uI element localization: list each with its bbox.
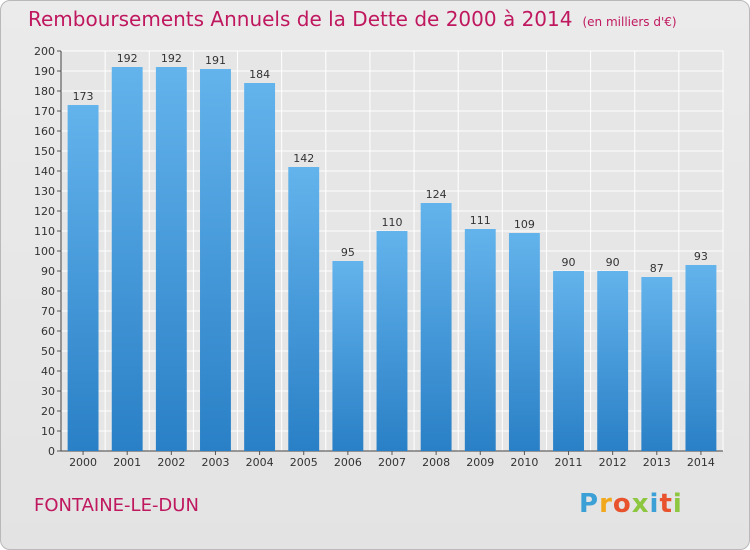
y-tick-label: 110 (34, 225, 55, 238)
bars (67, 67, 717, 451)
x-tick-label-2010: 2010 (510, 456, 538, 469)
bar-2010 (508, 233, 540, 451)
y-tick-label: 180 (34, 85, 55, 98)
bar-2008 (420, 203, 452, 451)
value-label-2007: 110 (382, 216, 403, 229)
bar-2004 (244, 83, 276, 451)
bar-2007 (376, 231, 408, 451)
bar-2006 (332, 261, 364, 451)
logo-letter: i (649, 489, 660, 519)
x-tick-label-2012: 2012 (599, 456, 627, 469)
x-tick-label-2006: 2006 (334, 456, 362, 469)
logo-letter: r (599, 489, 613, 519)
value-label-2012: 90 (606, 256, 620, 269)
x-tick-label-2007: 2007 (378, 456, 406, 469)
bar-2005 (288, 167, 320, 451)
x-tick-label-2005: 2005 (290, 456, 318, 469)
value-label-2009: 111 (470, 214, 491, 227)
y-tick-label: 80 (41, 285, 55, 298)
x-tick-label-2002: 2002 (157, 456, 185, 469)
y-tick-label: 60 (41, 325, 55, 338)
logo-letter: o (612, 489, 632, 519)
bar-2014 (685, 265, 717, 451)
value-labels: 173 192 192 191 184 142 95 110 124 111 109 90 90 87 93 (73, 52, 708, 275)
value-label-2002: 192 (161, 52, 182, 65)
value-label-2013: 87 (650, 262, 664, 275)
y-tick-label: 70 (41, 305, 55, 318)
y-tick-label: 140 (34, 165, 55, 178)
x-tick-label-2011: 2011 (555, 456, 583, 469)
x-tick-label-2003: 2003 (201, 456, 229, 469)
logo-letter: i (672, 489, 683, 519)
y-tick-label: 90 (41, 265, 55, 278)
x-tick-label-2009: 2009 (466, 456, 494, 469)
y-tick-label: 200 (34, 45, 55, 58)
y-tick-label: 100 (34, 245, 55, 258)
commune-name: FONTAINE-LE-DUN (34, 495, 199, 516)
y-tick-label: 120 (34, 205, 55, 218)
x-tick-label-2013: 2013 (643, 456, 671, 469)
bar-2012 (597, 271, 629, 451)
y-tick-label: 160 (34, 125, 55, 138)
bar-2003 (200, 69, 231, 451)
y-tick-label: 150 (34, 145, 55, 158)
x-tick-label-2004: 2004 (246, 456, 274, 469)
logo-letter: x (631, 489, 650, 519)
value-label-2010: 109 (514, 218, 535, 231)
value-label-2008: 124 (426, 188, 447, 201)
y-tick-label: 50 (41, 345, 55, 358)
value-label-2014: 93 (694, 250, 708, 263)
chart-title-unit: (en milliers d'€) (582, 15, 677, 29)
tick-labels: 0 10 20 30 40 50 60 70 80 90 100 110 120 130 140 150 160… (34, 45, 715, 469)
bar-2002 (155, 67, 187, 451)
value-label-2000: 173 (73, 90, 94, 103)
bar-2001 (111, 67, 143, 451)
logo-letter: P (579, 489, 600, 519)
x-tick-label-2008: 2008 (422, 456, 450, 469)
y-tick-label: 40 (41, 365, 55, 378)
logo-letter: t (659, 489, 673, 519)
y-tick-label: 20 (41, 405, 55, 418)
value-label-2006: 95 (341, 246, 355, 259)
y-tick-label: 170 (34, 105, 55, 118)
x-tick-label-2001: 2001 (113, 456, 141, 469)
y-tick-label: 130 (34, 185, 55, 198)
value-label-2001: 192 (117, 52, 138, 65)
proxiti-logo: Proxiti (579, 489, 683, 519)
y-tick-label: 190 (34, 65, 55, 78)
value-label-2004: 184 (249, 68, 270, 81)
bar-2013 (641, 277, 673, 451)
value-label-2005: 142 (293, 152, 314, 165)
y-tick-label: 10 (41, 425, 55, 438)
chart-title-main: Remboursements Annuels de la Dette de 20… (28, 7, 573, 31)
y-tick-label: 0 (48, 445, 55, 458)
value-label-2003: 191 (205, 54, 226, 67)
x-tick-label-2014: 2014 (687, 456, 715, 469)
bar-2009 (464, 229, 496, 451)
y-tick-label: 30 (41, 385, 55, 398)
x-tick-label-2000: 2000 (69, 456, 97, 469)
bar-2011 (553, 271, 584, 451)
value-label-2011: 90 (562, 256, 576, 269)
bar-2000 (67, 105, 99, 451)
chart-title: Remboursements Annuels de la Dette de 20… (28, 7, 677, 37)
